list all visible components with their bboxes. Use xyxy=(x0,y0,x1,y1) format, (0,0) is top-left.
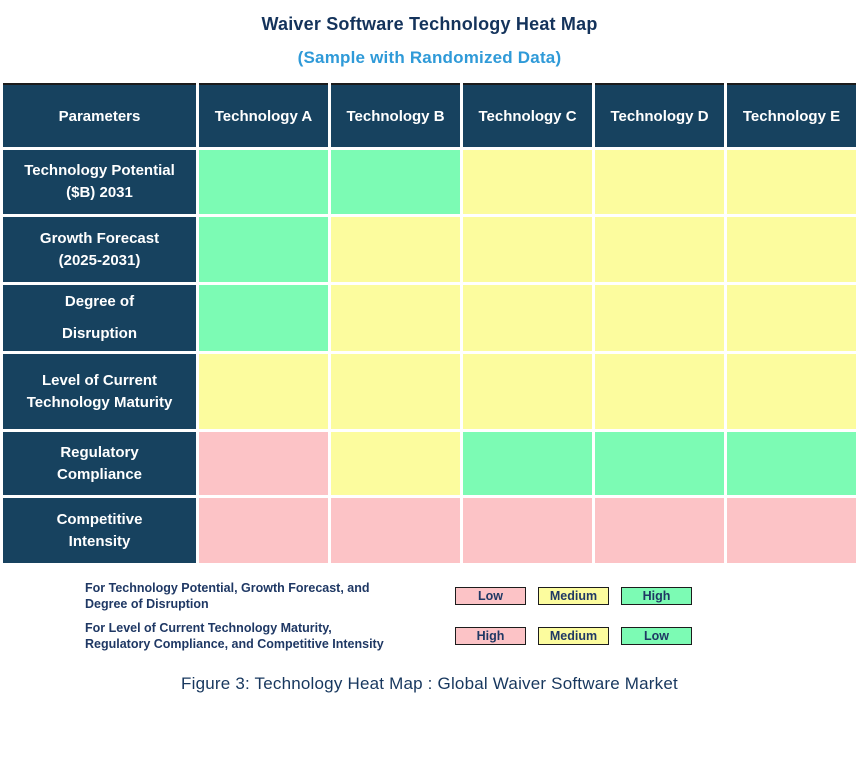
column-header-technology-a: Technology A xyxy=(199,83,328,147)
legend-boxes: Low Medium High xyxy=(455,587,704,606)
heat-cell xyxy=(199,285,328,351)
heat-cell xyxy=(331,217,460,282)
column-header-technology-d: Technology D xyxy=(595,83,724,147)
heat-cell xyxy=(463,217,592,282)
heat-cell xyxy=(199,150,328,214)
legend: For Technology Potential, Growth Forecas… xyxy=(0,580,859,652)
table-row-technology-maturity: Level of Current Technology Maturity xyxy=(3,354,856,429)
row-label: Regulatory Compliance xyxy=(3,432,196,495)
heat-cell xyxy=(199,498,328,563)
legend-box-low: Low xyxy=(455,587,526,606)
legend-box-medium: Medium xyxy=(538,587,609,606)
heat-cell xyxy=(727,217,856,282)
heatmap-table: Parameters Technology A Technology B Tec… xyxy=(0,80,859,566)
table-row-regulatory-compliance: Regulatory Compliance xyxy=(3,432,856,495)
heat-cell xyxy=(727,150,856,214)
legend-text: For Level of Current Technology Maturity… xyxy=(85,620,384,651)
column-header-parameters: Parameters xyxy=(3,83,196,147)
column-header-technology-c: Technology C xyxy=(463,83,592,147)
heat-cell xyxy=(331,432,460,495)
heat-cell xyxy=(463,354,592,429)
heat-cell xyxy=(595,285,724,351)
heat-cell xyxy=(727,285,856,351)
legend-box-low: Low xyxy=(621,626,692,645)
heat-cell xyxy=(463,498,592,563)
heat-cell xyxy=(199,217,328,282)
row-label: Competitive Intensity xyxy=(3,498,196,563)
legend-boxes: High Medium Low xyxy=(455,626,704,645)
row-label: Technology Potential ($B) 2031 xyxy=(3,150,196,214)
heat-cell xyxy=(595,432,724,495)
legend-text: For Technology Potential, Growth Forecas… xyxy=(85,581,370,612)
figure-caption: Figure 3: Technology Heat Map : Global W… xyxy=(181,674,678,693)
heat-cell xyxy=(463,432,592,495)
heat-cell xyxy=(595,498,724,563)
row-label: Growth Forecast (2025-2031) xyxy=(3,217,196,282)
heat-cell xyxy=(463,285,592,351)
heat-cell xyxy=(727,432,856,495)
legend-box-high: High xyxy=(455,626,526,645)
legend-row-scale-a: For Technology Potential, Growth Forecas… xyxy=(85,580,859,613)
legend-box-high: High xyxy=(621,587,692,606)
heat-cell xyxy=(199,432,328,495)
heat-cell xyxy=(727,498,856,563)
heat-cell xyxy=(199,354,328,429)
heat-cell xyxy=(331,150,460,214)
table-row-technology-potential: Technology Potential ($B) 2031 xyxy=(3,150,856,214)
header-row: Parameters Technology A Technology B Tec… xyxy=(3,83,856,147)
page-title: Waiver Software Technology Heat Map xyxy=(261,14,598,34)
table-row-degree-of-disruption: Degree of Disruption xyxy=(3,285,856,351)
row-label: Level of Current Technology Maturity xyxy=(3,354,196,429)
column-header-technology-b: Technology B xyxy=(331,83,460,147)
legend-row-scale-b: For Level of Current Technology Maturity… xyxy=(85,620,859,653)
heat-cell xyxy=(595,150,724,214)
heat-cell xyxy=(595,217,724,282)
heat-cell xyxy=(463,150,592,214)
column-header-technology-e: Technology E xyxy=(727,83,856,147)
heat-cell xyxy=(727,354,856,429)
heat-cell xyxy=(595,354,724,429)
row-label: Degree of Disruption xyxy=(3,285,196,351)
legend-box-medium: Medium xyxy=(538,626,609,645)
heat-cell xyxy=(331,498,460,563)
table-row-growth-forecast: Growth Forecast (2025-2031) xyxy=(3,217,856,282)
page-subtitle: (Sample with Randomized Data) xyxy=(297,48,562,67)
table-row-competitive-intensity: Competitive Intensity xyxy=(3,498,856,563)
heat-cell xyxy=(331,285,460,351)
heat-cell xyxy=(331,354,460,429)
